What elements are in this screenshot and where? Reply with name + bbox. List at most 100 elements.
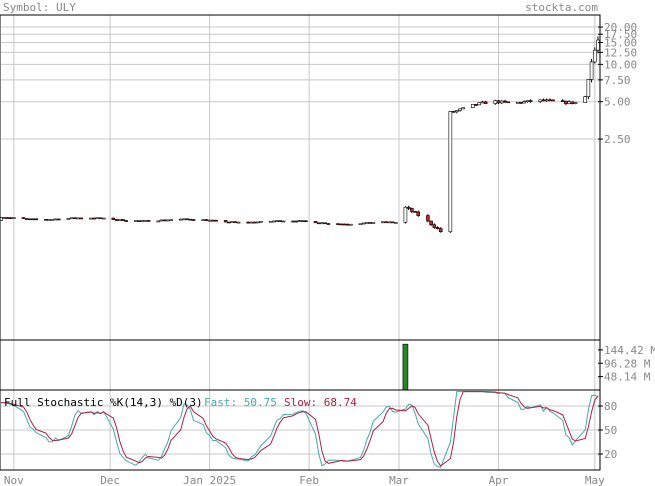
candle-body — [477, 102, 482, 106]
candle-body — [89, 217, 93, 220]
candle-body — [101, 217, 106, 220]
candle-body — [233, 221, 238, 224]
stochastic-slow-label: Slow: 68.74 — [284, 396, 357, 409]
candle-body — [567, 101, 571, 105]
candle-body — [246, 221, 250, 224]
stochastic-tick-label: 20 — [604, 448, 617, 461]
candle-body — [506, 101, 510, 104]
candle-body — [368, 222, 372, 224]
candle-body — [259, 220, 263, 223]
candle-body — [538, 99, 543, 102]
candle-body — [188, 218, 193, 221]
candle-body — [182, 218, 186, 221]
stochastic-fast-label: Fast: 50.75 — [204, 396, 277, 409]
candle-body — [0, 217, 3, 221]
candle-body — [134, 220, 138, 222]
candle-body — [384, 221, 388, 224]
candle-body — [358, 223, 363, 226]
candle-body — [406, 206, 411, 209]
volume-ticks: 144.42 M96.28 M48.14 M — [598, 344, 655, 384]
candle-body — [291, 220, 295, 223]
price-tick-label: 12.50 — [604, 46, 637, 59]
candle-body — [390, 221, 395, 224]
candle-body — [326, 223, 331, 225]
candle-body — [300, 220, 305, 222]
candle-body — [316, 222, 321, 225]
candle-body — [169, 219, 173, 221]
price-tick-label: 7.50 — [604, 74, 631, 87]
candle-body — [281, 220, 286, 223]
candle-body — [31, 218, 35, 221]
candle-body — [499, 100, 504, 104]
volume-grid — [13, 340, 596, 390]
candle-body — [435, 227, 440, 229]
candle-body — [336, 223, 340, 225]
candle-body — [438, 228, 443, 233]
price-tick-label: 17.50 — [604, 28, 637, 41]
candle-body — [564, 100, 568, 105]
candle-body — [570, 101, 575, 104]
candle-body — [480, 101, 485, 104]
candle-body — [5, 217, 10, 219]
candle-body — [410, 208, 414, 212]
price-tick-label: 10.00 — [604, 58, 637, 71]
candle-body — [159, 219, 164, 222]
candle-body — [586, 79, 591, 97]
candle-body — [416, 211, 421, 216]
candle-body — [371, 222, 376, 224]
candle-body — [525, 100, 530, 102]
candle-body — [560, 100, 565, 102]
candle-body — [178, 218, 183, 221]
candle-body — [191, 219, 196, 221]
candle-body — [185, 218, 189, 221]
candle-body — [28, 218, 32, 221]
candle-body — [92, 217, 96, 220]
x-tick-label: Apr — [489, 474, 509, 486]
candle-body — [544, 99, 549, 102]
price-grid — [1, 15, 598, 340]
candle-body — [461, 107, 465, 110]
candle-body — [95, 217, 100, 220]
candle-body — [255, 221, 260, 224]
price-tick-label: 5.00 — [604, 96, 631, 109]
candle-body — [522, 101, 526, 104]
candles — [0, 36, 600, 233]
stochastic-tick-label: 80 — [604, 400, 617, 413]
candle-body — [278, 220, 283, 222]
candle-body — [66, 218, 71, 220]
candle-body — [454, 110, 459, 113]
candle-body — [483, 101, 488, 104]
candle-body — [493, 100, 498, 104]
candle-body — [124, 220, 128, 222]
candle-body — [47, 219, 51, 221]
stochastic-title: Full Stochastic %K(14,3) %D(3) — [4, 396, 203, 409]
candle-body — [474, 104, 478, 106]
candle-body — [162, 219, 167, 222]
candle-body — [496, 100, 501, 104]
candle-body — [458, 108, 462, 111]
candle-body — [166, 219, 170, 222]
price-tick-label: 15.00 — [604, 37, 637, 50]
candle-body — [56, 218, 61, 221]
candle-body — [44, 219, 48, 221]
candle-body — [528, 100, 533, 102]
x-tick-label: Nov — [4, 474, 24, 486]
candle-body — [79, 217, 84, 220]
candle-body — [214, 219, 218, 222]
candle-body — [361, 222, 366, 225]
candle-body — [230, 221, 234, 224]
candle-body — [349, 223, 353, 226]
volume-panel-frame — [0, 339, 601, 391]
candle-body — [204, 219, 209, 221]
candle-body — [515, 101, 520, 104]
stochastic-tick-label: 50 — [604, 424, 617, 437]
stochastic-ticks: 80 50 20 — [598, 400, 617, 461]
candle-body — [304, 220, 308, 223]
candle-body — [589, 61, 594, 80]
candle-body — [323, 222, 327, 225]
volume-bar — [402, 343, 409, 391]
x-tick-label: Feb — [299, 474, 319, 486]
price-tick-label: 2.50 — [604, 133, 631, 146]
candle-body — [69, 217, 74, 220]
